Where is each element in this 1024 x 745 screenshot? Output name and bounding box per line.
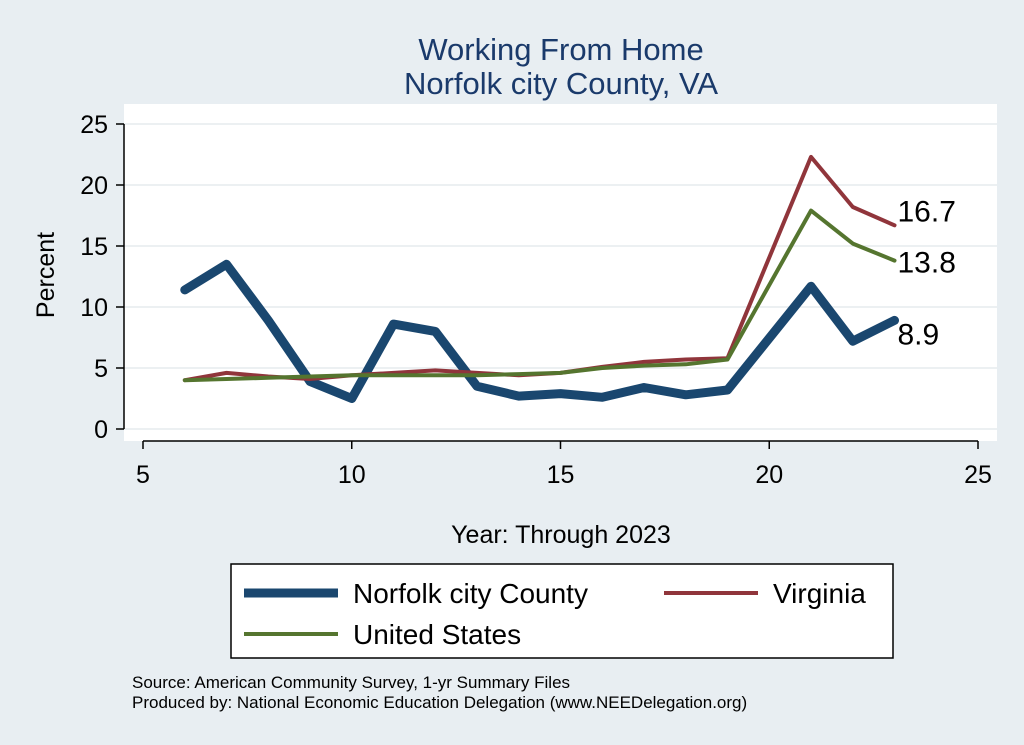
y-tick-label: 25 bbox=[80, 111, 108, 139]
data-point bbox=[559, 371, 562, 375]
source-note: Source: American Community Survey, 1-yr … bbox=[132, 673, 570, 692]
x-tick-label: 10 bbox=[338, 461, 366, 489]
legend-box bbox=[230, 563, 894, 659]
data-point bbox=[890, 316, 899, 325]
data-point bbox=[264, 316, 273, 325]
data-point bbox=[807, 282, 815, 291]
legend-label-norfolk: Norfolk city County bbox=[353, 578, 588, 609]
data-point bbox=[642, 360, 646, 364]
plot-area bbox=[124, 104, 997, 441]
data-point bbox=[180, 285, 189, 294]
y-tick-label: 15 bbox=[80, 233, 108, 261]
data-point bbox=[851, 205, 855, 209]
data-point bbox=[684, 357, 688, 361]
data-point bbox=[225, 377, 228, 381]
data-point bbox=[640, 383, 648, 392]
data-point bbox=[475, 373, 479, 377]
data-point bbox=[266, 376, 270, 380]
data-point bbox=[222, 260, 231, 269]
data-point bbox=[389, 320, 398, 329]
end-label-2: 13.8 bbox=[898, 247, 956, 280]
data-point bbox=[556, 389, 565, 398]
legend-label-us: United States bbox=[353, 619, 521, 650]
chart-subtitle: Norfolk city County, VA bbox=[404, 66, 718, 101]
chart-title: Working From Home bbox=[418, 32, 703, 67]
data-point bbox=[514, 392, 523, 401]
data-point bbox=[433, 368, 437, 372]
data-point bbox=[809, 155, 813, 159]
data-point bbox=[308, 375, 312, 379]
x-tick-label: 5 bbox=[136, 461, 150, 489]
y-tick-label: 5 bbox=[94, 355, 108, 383]
series-layer bbox=[180, 154, 899, 403]
end-label-0: 8.9 bbox=[898, 318, 940, 351]
data-point bbox=[392, 373, 395, 377]
data-point bbox=[433, 373, 437, 377]
data-point bbox=[598, 393, 607, 402]
data-point bbox=[726, 357, 729, 361]
producer-note: Produced by: National Economic Education… bbox=[132, 693, 747, 712]
data-point bbox=[350, 373, 354, 377]
x-tick-label: 15 bbox=[547, 461, 575, 489]
data-point bbox=[893, 259, 896, 263]
data-point bbox=[517, 372, 521, 376]
legend-label-virginia: Virginia bbox=[773, 578, 866, 609]
data-point bbox=[893, 223, 896, 227]
y-tick-label: 10 bbox=[80, 294, 108, 322]
data-point bbox=[183, 378, 187, 382]
data-point bbox=[851, 242, 855, 246]
data-point bbox=[723, 385, 732, 394]
data-point bbox=[473, 382, 481, 391]
data-point bbox=[684, 362, 688, 366]
data-point bbox=[848, 337, 857, 346]
y-tick-label: 20 bbox=[80, 172, 108, 200]
data-point bbox=[600, 366, 604, 370]
y-axis-label: Percent bbox=[32, 232, 60, 318]
data-point bbox=[225, 371, 228, 375]
data-point bbox=[347, 394, 356, 403]
data-point bbox=[681, 390, 690, 399]
data-point bbox=[431, 327, 440, 336]
y-tick-label: 0 bbox=[94, 416, 108, 444]
data-point bbox=[642, 364, 646, 368]
grid bbox=[124, 123, 997, 430]
x-tick-label: 20 bbox=[755, 461, 783, 489]
end-labels: 8.9 16.7 13.8 bbox=[898, 195, 956, 351]
end-label-1: 16.7 bbox=[898, 195, 956, 228]
x-tick-label: 25 bbox=[964, 461, 992, 489]
data-point bbox=[809, 209, 813, 213]
x-axis-label: Year: Through 2023 bbox=[451, 521, 671, 549]
legend: Norfolk city County Virginia United Stat… bbox=[230, 563, 894, 659]
